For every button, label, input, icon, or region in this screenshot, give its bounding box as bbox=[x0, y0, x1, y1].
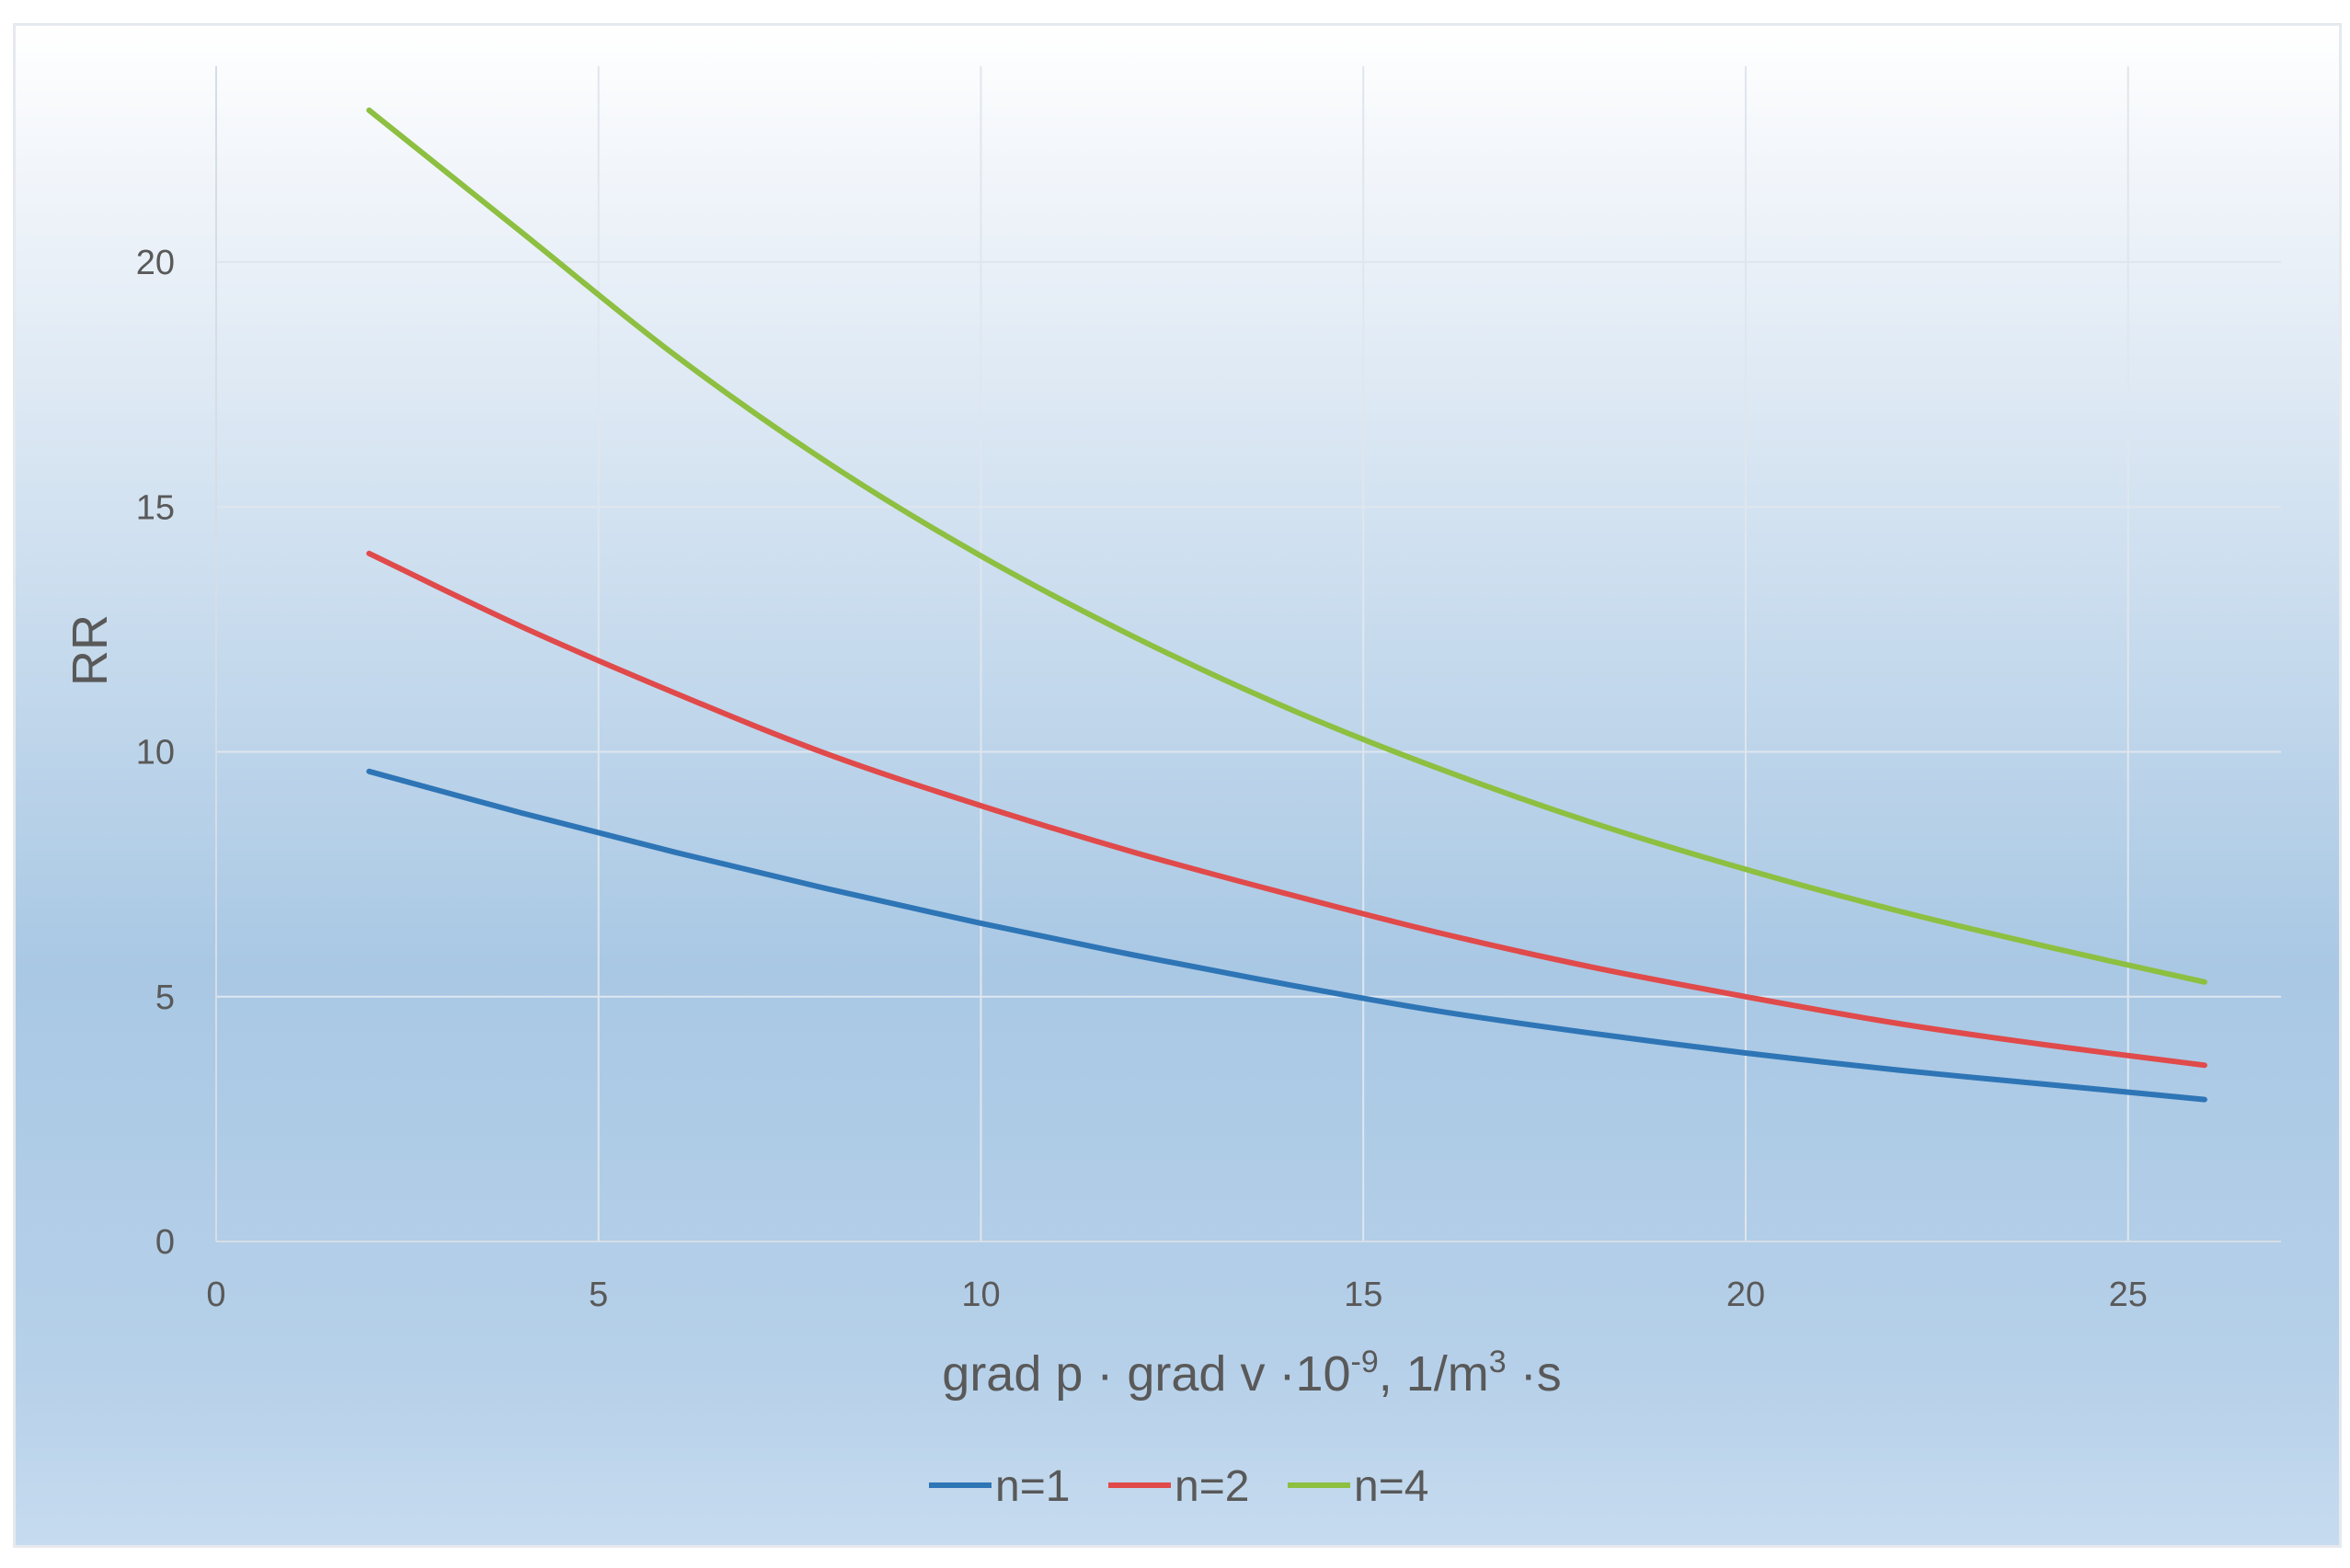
y-tick-label: 0 bbox=[155, 1223, 175, 1262]
y-axis-title: RR bbox=[63, 614, 118, 686]
legend-label-n1: n=1 bbox=[995, 1462, 1070, 1511]
x-tick-label: 0 bbox=[206, 1276, 225, 1314]
series-line-n2 bbox=[366, 550, 2207, 1069]
x-tick-label: 15 bbox=[1344, 1276, 1382, 1314]
x-tick-label: 20 bbox=[1726, 1276, 1765, 1314]
series-layer bbox=[366, 107, 2207, 1103]
chart-frame bbox=[13, 23, 2342, 1548]
y-tick-label: 10 bbox=[136, 734, 175, 773]
series-line-n1 bbox=[366, 768, 2207, 1103]
x-axis-title-end: ·s bbox=[1507, 1346, 1562, 1402]
ticks-layer: 0 5 10 15 20 25 0 5 10 15 20 bbox=[136, 244, 2148, 1314]
x-axis-title-main: grad p · grad v ·10 bbox=[942, 1346, 1350, 1402]
legend-label-n4: n=4 bbox=[1354, 1462, 1428, 1511]
x-axis-title-mid: , 1/m bbox=[1379, 1346, 1489, 1402]
x-tick-label: 25 bbox=[2109, 1276, 2148, 1314]
legend-label-n2: n=2 bbox=[1175, 1462, 1249, 1511]
x-axis-title-exp2: 3 bbox=[1489, 1345, 1507, 1379]
series-line-n4 bbox=[366, 107, 2207, 985]
y-tick-label: 15 bbox=[136, 488, 175, 527]
x-tick-label: 5 bbox=[589, 1276, 608, 1314]
x-axis-title: grad p · grad v ·10-9, 1/m3 ·s bbox=[942, 1345, 1561, 1402]
legend: n=1 n=2 n=4 bbox=[929, 1462, 1428, 1511]
grid-layer bbox=[216, 66, 2281, 1242]
axis-layer bbox=[215, 66, 2281, 1242]
x-tick-label: 10 bbox=[961, 1276, 1000, 1314]
x-axis-title-exp1: -9 bbox=[1351, 1345, 1379, 1379]
y-tick-label: 20 bbox=[136, 244, 175, 282]
y-tick-label: 5 bbox=[155, 979, 175, 1017]
